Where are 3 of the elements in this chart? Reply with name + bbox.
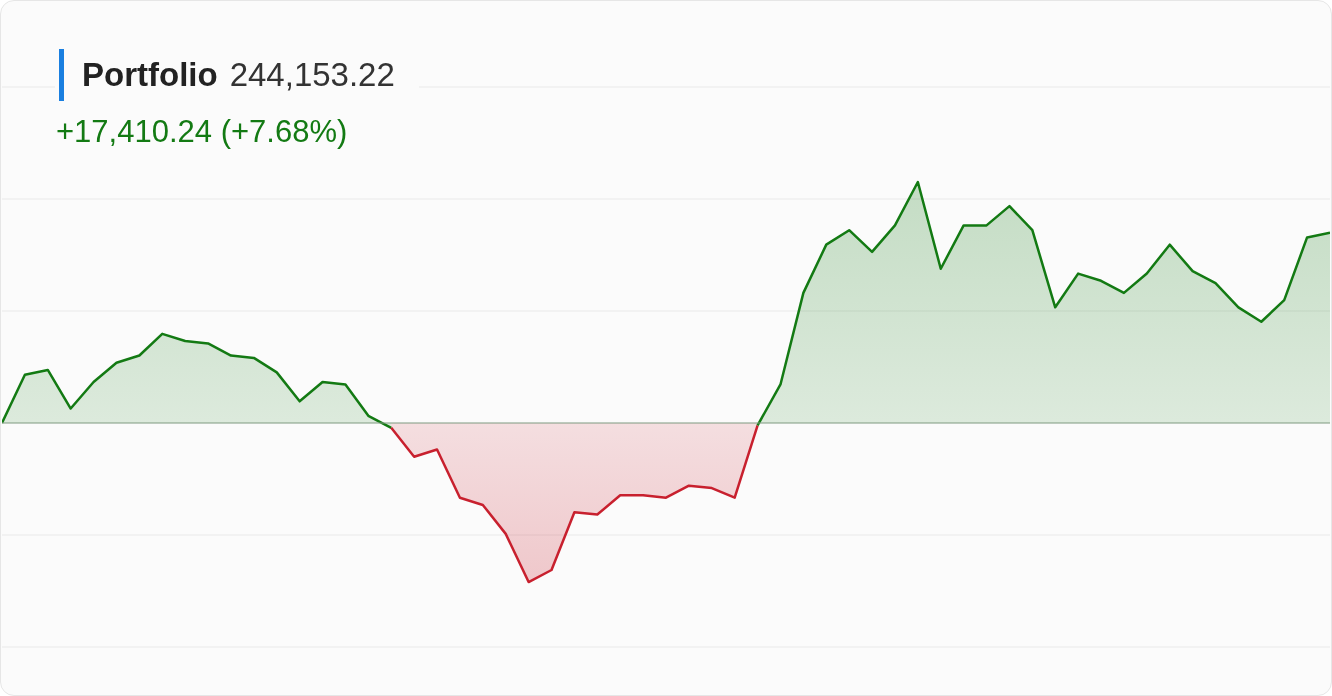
text: +17,410.24 (+7.68%) bbox=[56, 114, 348, 150]
chart-title: Portfolio bbox=[82, 56, 218, 94]
chart-subtitle: 244,153.22 bbox=[229, 56, 395, 94]
